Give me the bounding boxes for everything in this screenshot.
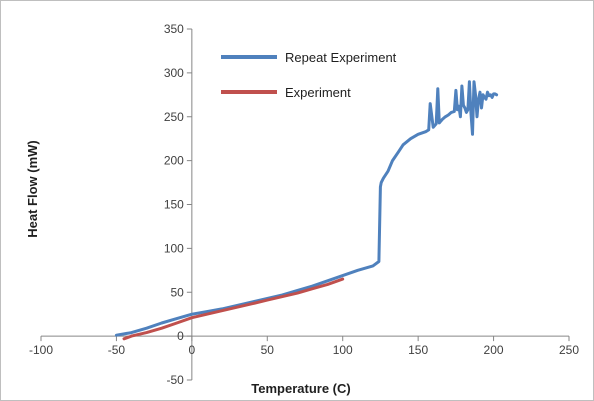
y-tick-label: 100 [164,241,184,255]
series-layer [114,80,499,341]
x-tick-label: 100 [333,343,353,357]
x-tick-label: 150 [408,343,428,357]
x-tick-label: 250 [559,343,579,357]
axes [40,28,570,381]
tick-labels: -100 -50 0 50 100 150 200 250 -50 0 50 100 150 200 250… [29,22,579,387]
x-tick-label: 0 [189,343,196,357]
x-tick-label: 50 [261,343,275,357]
series-line-experiment [122,277,345,341]
x-tick-label: -100 [29,343,53,357]
y-tick-label: 150 [164,198,184,212]
series-line-repeat-experiment [114,80,499,337]
y-tick-label: 350 [164,22,184,36]
x-tick-label: 200 [484,343,504,357]
y-tick-label: 50 [170,285,184,299]
x-tick-label: -50 [108,343,126,357]
legend-label-repeat-experiment: Repeat Experiment [285,50,397,65]
x-axis-title: Temperature (C) [251,381,350,396]
legend: Repeat Experiment Experiment [221,50,397,100]
y-tick-label: 250 [164,110,184,124]
y-tick-label: 0 [177,329,184,343]
legend-label-experiment: Experiment [285,85,351,100]
y-tick-label: -50 [167,373,185,387]
y-axis-title: Heat Flow (mW) [25,140,40,238]
y-tick-label: 200 [164,154,184,168]
y-tick-label: 300 [164,66,184,80]
